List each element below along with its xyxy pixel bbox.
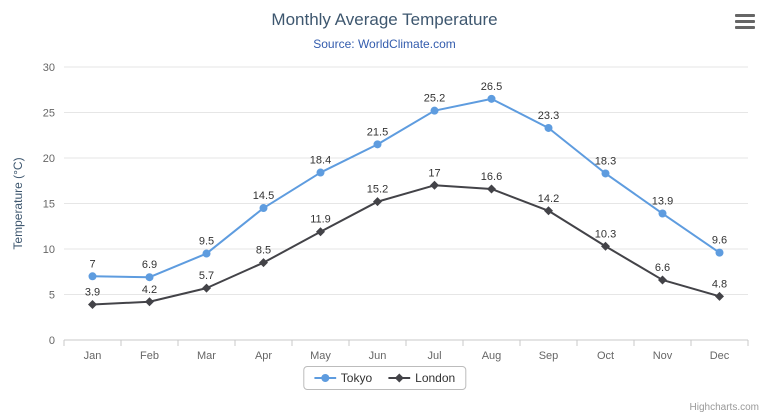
data-label: 10.3 [595,228,616,240]
y-axis-label: 0 [49,335,55,347]
x-axis-label: Nov [653,350,673,362]
data-point-london[interactable] [658,275,667,285]
x-axis-label: Jul [427,350,441,362]
data-label: 8.5 [256,245,271,257]
data-point-london[interactable] [715,291,724,301]
data-point-london[interactable] [487,184,496,194]
data-label: 16.6 [481,171,502,183]
data-label: 5.7 [199,270,214,282]
hamburger-menu-icon[interactable] [735,14,755,29]
hamburger-bar [735,26,755,29]
x-axis-label: May [310,350,331,362]
y-axis-label: 15 [43,199,55,211]
data-point-tokyo[interactable] [88,272,97,281]
chart-title: Monthly Average Temperature [271,10,498,29]
data-point-london[interactable] [316,227,325,237]
legend-label: Tokyo [340,371,373,385]
data-point-tokyo[interactable] [202,249,211,258]
x-axis-label: Aug [482,350,502,362]
x-axis-label: Sep [539,350,559,362]
data-label: 18.4 [310,155,331,167]
data-label: 9.6 [712,235,727,247]
data-point-tokyo[interactable] [430,106,439,115]
legend-item-london[interactable]: London [388,371,455,385]
x-axis-label: Feb [140,350,159,362]
data-label: 3.9 [85,287,100,299]
y-axis-label: 30 [43,62,55,74]
data-point-london[interactable] [373,197,382,207]
y-axis-label: 25 [43,108,55,120]
data-point-london[interactable] [88,300,97,310]
data-point-tokyo[interactable] [316,168,325,177]
legend-symbol-london [388,373,411,383]
data-label: 7 [89,258,95,270]
data-label: 25.2 [424,93,445,105]
y-axis-title: Temperature (°C) [11,157,25,249]
data-point-london[interactable] [259,258,268,268]
hamburger-bar [735,20,755,23]
data-label: 15.2 [367,184,388,196]
data-label: 14.5 [253,190,274,202]
data-point-tokyo[interactable] [601,169,610,178]
data-point-tokyo[interactable] [259,204,268,213]
data-point-london[interactable] [601,241,610,251]
hamburger-bar [735,14,755,17]
legend-item-tokyo[interactable]: Tokyo [313,371,373,385]
data-point-london[interactable] [544,206,553,216]
legend-symbol-tokyo [313,374,336,382]
y-axis-label: 10 [43,244,55,256]
data-point-london[interactable] [430,180,439,190]
data-point-tokyo[interactable] [373,140,382,149]
x-axis-label: Jun [369,350,387,362]
data-point-tokyo[interactable] [658,209,667,218]
x-axis-label: Jan [84,350,102,362]
data-label: 4.8 [712,278,727,290]
data-label: 18.3 [595,155,616,167]
data-label: 6.9 [142,259,157,271]
data-point-london[interactable] [202,283,211,293]
data-point-tokyo[interactable] [145,273,154,282]
data-point-tokyo[interactable] [487,94,496,103]
data-point-tokyo[interactable] [544,123,553,132]
x-axis-label: Oct [597,350,614,362]
y-axis-label: 20 [43,153,55,165]
series-line-london [91,184,721,306]
legend: Tokyo London [302,366,467,390]
data-label: 21.5 [367,126,388,138]
data-point-tokyo[interactable] [715,248,724,257]
data-label: 13.9 [652,196,673,208]
data-point-london[interactable] [145,297,154,307]
series-line-tokyo [91,97,721,279]
data-label: 4.2 [142,284,157,296]
data-label: 26.5 [481,81,502,93]
data-label: 6.6 [655,262,670,274]
data-label: 17 [428,167,440,179]
x-axis-label: Apr [255,350,272,362]
y-axis-label: 5 [49,290,55,302]
x-axis-label: Mar [197,350,216,362]
data-label: 14.2 [538,193,559,205]
data-label: 23.3 [538,110,559,122]
data-label: 11.9 [310,214,331,226]
credits-link[interactable]: Highcharts.com [689,402,759,413]
legend-label: London [415,371,456,385]
x-axis-label: Dec [710,350,730,362]
chart-subtitle: Source: WorldClimate.com [313,37,456,51]
data-label: 9.5 [199,236,214,248]
